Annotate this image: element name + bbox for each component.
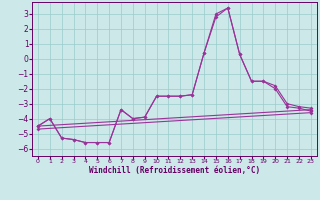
X-axis label: Windchill (Refroidissement éolien,°C): Windchill (Refroidissement éolien,°C): [89, 166, 260, 175]
